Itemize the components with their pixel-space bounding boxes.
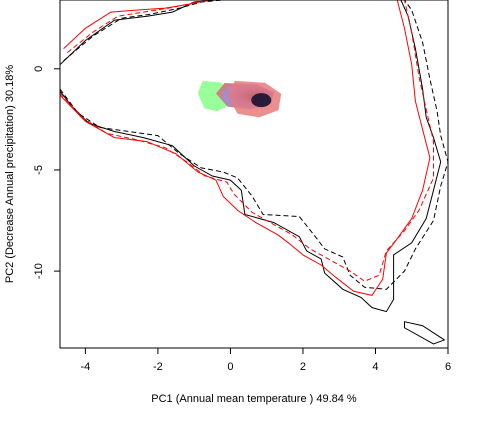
contour-line-4-lower — [60, 0, 434, 282]
contour-line-4-upper — [66, 1, 198, 53]
x-tick-label: 0 — [227, 361, 233, 373]
x-tick-label: 2 — [300, 361, 306, 373]
contour-line-2-lower — [60, 0, 448, 290]
contour-line-1-lower — [60, 0, 442, 313]
contour-line-3-lower — [60, 0, 431, 296]
contour-line-1-upper — [60, 0, 216, 66]
x-tick-label: 4 — [372, 361, 378, 373]
y-tick-label: -10 — [33, 263, 45, 279]
contour-fragment — [403, 321, 446, 345]
x-tick-label: -2 — [153, 361, 163, 373]
y-tick-label: -5 — [33, 165, 45, 175]
density-core — [251, 93, 272, 108]
plot-frame — [59, 0, 449, 349]
x-tick-label: 6 — [445, 361, 451, 373]
y-tick-label: 0 — [33, 66, 45, 72]
x-axis-title: PC1 (Annual mean temperature ) 49.84 % — [151, 393, 357, 405]
y-axis-title: PC2 (Decrease Annual precipitation) 30.1… — [4, 65, 16, 284]
x-tick-label: -4 — [80, 361, 90, 373]
